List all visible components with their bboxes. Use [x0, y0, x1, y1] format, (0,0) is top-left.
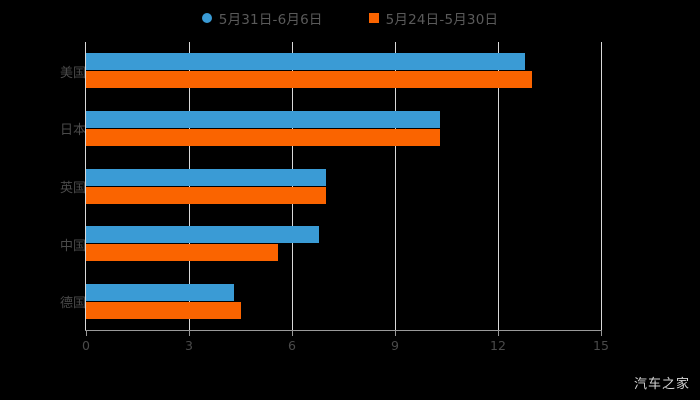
x-gridline: [601, 42, 602, 330]
bar-group: [86, 226, 601, 262]
square-marker-icon: [368, 13, 379, 23]
x-axis-tick-mark: [86, 330, 87, 336]
x-axis-tick-label: 15: [593, 338, 609, 353]
legend-item-series-1[interactable]: 5月31日-6月6日: [201, 8, 323, 28]
bar-group: [86, 168, 601, 204]
bar-group: [86, 110, 601, 146]
bar-series-1[interactable]: [86, 53, 526, 71]
x-gridline: [292, 42, 293, 330]
y-axis-category-label: 美国: [59, 65, 86, 81]
y-axis-category-label: 日本: [59, 123, 86, 139]
x-axis-tick-mark: [395, 330, 396, 336]
x-axis-tick-label: 9: [391, 338, 399, 353]
x-axis-line: [85, 330, 602, 331]
x-axis-tick-mark: [292, 330, 293, 336]
circle-marker-icon: [201, 13, 212, 23]
bar-series-2[interactable]: [86, 128, 440, 146]
chart-legend: 5月31日-6月6日 5月24日-5月30日: [0, 8, 700, 28]
y-axis-category-label: 德国: [59, 296, 86, 312]
x-gridline: [189, 42, 190, 330]
x-gridline: [395, 42, 396, 330]
bar-series-1[interactable]: [86, 283, 234, 301]
legend-label-series-1: 5月31日-6月6日: [218, 12, 323, 28]
x-axis-tick-mark: [601, 330, 602, 336]
y-axis-category-label: 中国: [59, 238, 86, 254]
x-gridline: [498, 42, 499, 330]
x-axis-tick-mark: [498, 330, 499, 336]
bar-series-2[interactable]: [86, 186, 327, 204]
bar-series-1[interactable]: [86, 110, 440, 128]
x-axis-tick-label: 6: [288, 338, 296, 353]
bar-group: [86, 283, 601, 319]
x-axis-tick-label: 3: [185, 338, 193, 353]
watermark-label: 汽车之家: [633, 377, 690, 392]
legend-item-series-2[interactable]: 5月24日-5月30日: [368, 8, 499, 28]
bar-series-1[interactable]: [86, 226, 320, 244]
x-axis-tick-label: 12: [490, 338, 506, 353]
legend-label-series-2: 5月24日-5月30日: [385, 12, 499, 28]
y-axis-line: [85, 42, 86, 330]
x-axis-tick-mark: [189, 330, 190, 336]
x-axis-tick-label: 0: [82, 338, 90, 353]
bar-series-2[interactable]: [86, 301, 241, 319]
bar-series-2[interactable]: [86, 71, 533, 89]
bar-series-1[interactable]: [86, 168, 327, 186]
y-axis-category-label: 英国: [59, 181, 86, 196]
plot-area: 0 3 6 9 12 15: [82, 42, 609, 353]
bar-series-2[interactable]: [86, 244, 279, 262]
bar-group: [86, 53, 601, 89]
